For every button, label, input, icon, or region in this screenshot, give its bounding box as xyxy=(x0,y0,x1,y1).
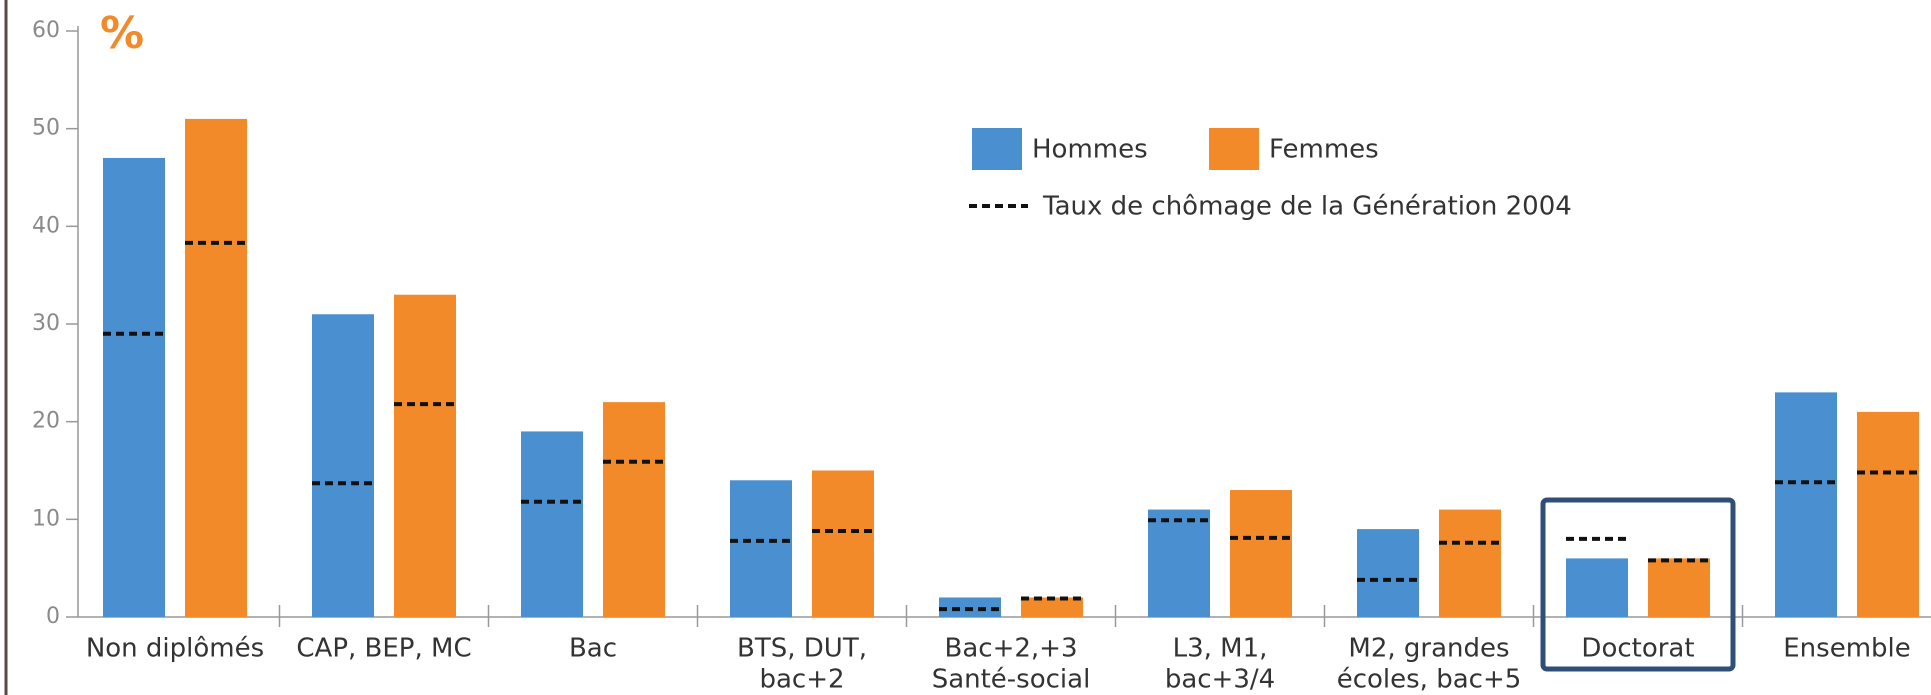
x-tick-label: Non diplômés xyxy=(86,634,264,664)
x-tick-label: bac+3/4 xyxy=(1165,665,1275,695)
x-tick-label: M2, grandes xyxy=(1348,634,1509,664)
y-tick-label: 20 xyxy=(32,409,60,434)
y-tick-label: 30 xyxy=(32,311,60,336)
highlight-box xyxy=(1540,497,1736,672)
legend-swatch xyxy=(972,128,1022,170)
bar xyxy=(1566,558,1628,617)
bar xyxy=(521,431,583,617)
bar xyxy=(812,470,874,617)
legend-label: Femmes xyxy=(1269,135,1379,165)
y-tick-label: 60 xyxy=(32,18,60,43)
y-tick-label: 0 xyxy=(46,604,60,629)
x-tick-label: Bac+2,+3 xyxy=(945,634,1078,664)
bar xyxy=(1857,411,1919,617)
x-tick-label: Santé-social xyxy=(932,665,1091,695)
y-tick-label: 10 xyxy=(32,506,60,531)
x-tick-label: Doctorat xyxy=(1581,634,1694,664)
legend-swatch xyxy=(1209,128,1259,170)
x-tick-label: L3, M1, xyxy=(1173,634,1268,664)
y-tick-label: 50 xyxy=(32,116,60,141)
bar xyxy=(1357,529,1419,617)
bar xyxy=(1021,597,1083,617)
y-unit: % xyxy=(100,8,144,59)
x-tick-label: CAP, BEP, MC xyxy=(296,634,471,664)
bar xyxy=(103,157,165,617)
bar xyxy=(185,118,247,618)
bar xyxy=(1439,509,1501,617)
legend-label: Hommes xyxy=(1032,135,1148,165)
legend-label: Taux de chômage de la Génération 2004 xyxy=(1042,192,1572,222)
bar xyxy=(394,294,456,617)
x-tick-label: BTS, DUT, xyxy=(737,634,867,664)
x-tick-label: bac+2 xyxy=(759,665,844,695)
bar xyxy=(1648,558,1710,617)
bar xyxy=(1148,509,1210,617)
bar xyxy=(603,402,665,617)
bar xyxy=(1230,490,1292,617)
y-tick-label: 40 xyxy=(32,213,60,238)
bar xyxy=(1775,392,1837,617)
x-tick-label: écoles, bac+5 xyxy=(1337,665,1522,695)
x-tick-label: Bac xyxy=(569,634,617,664)
x-tick-label: Ensemble xyxy=(1783,634,1911,664)
bar xyxy=(312,314,374,617)
bar xyxy=(730,480,792,617)
